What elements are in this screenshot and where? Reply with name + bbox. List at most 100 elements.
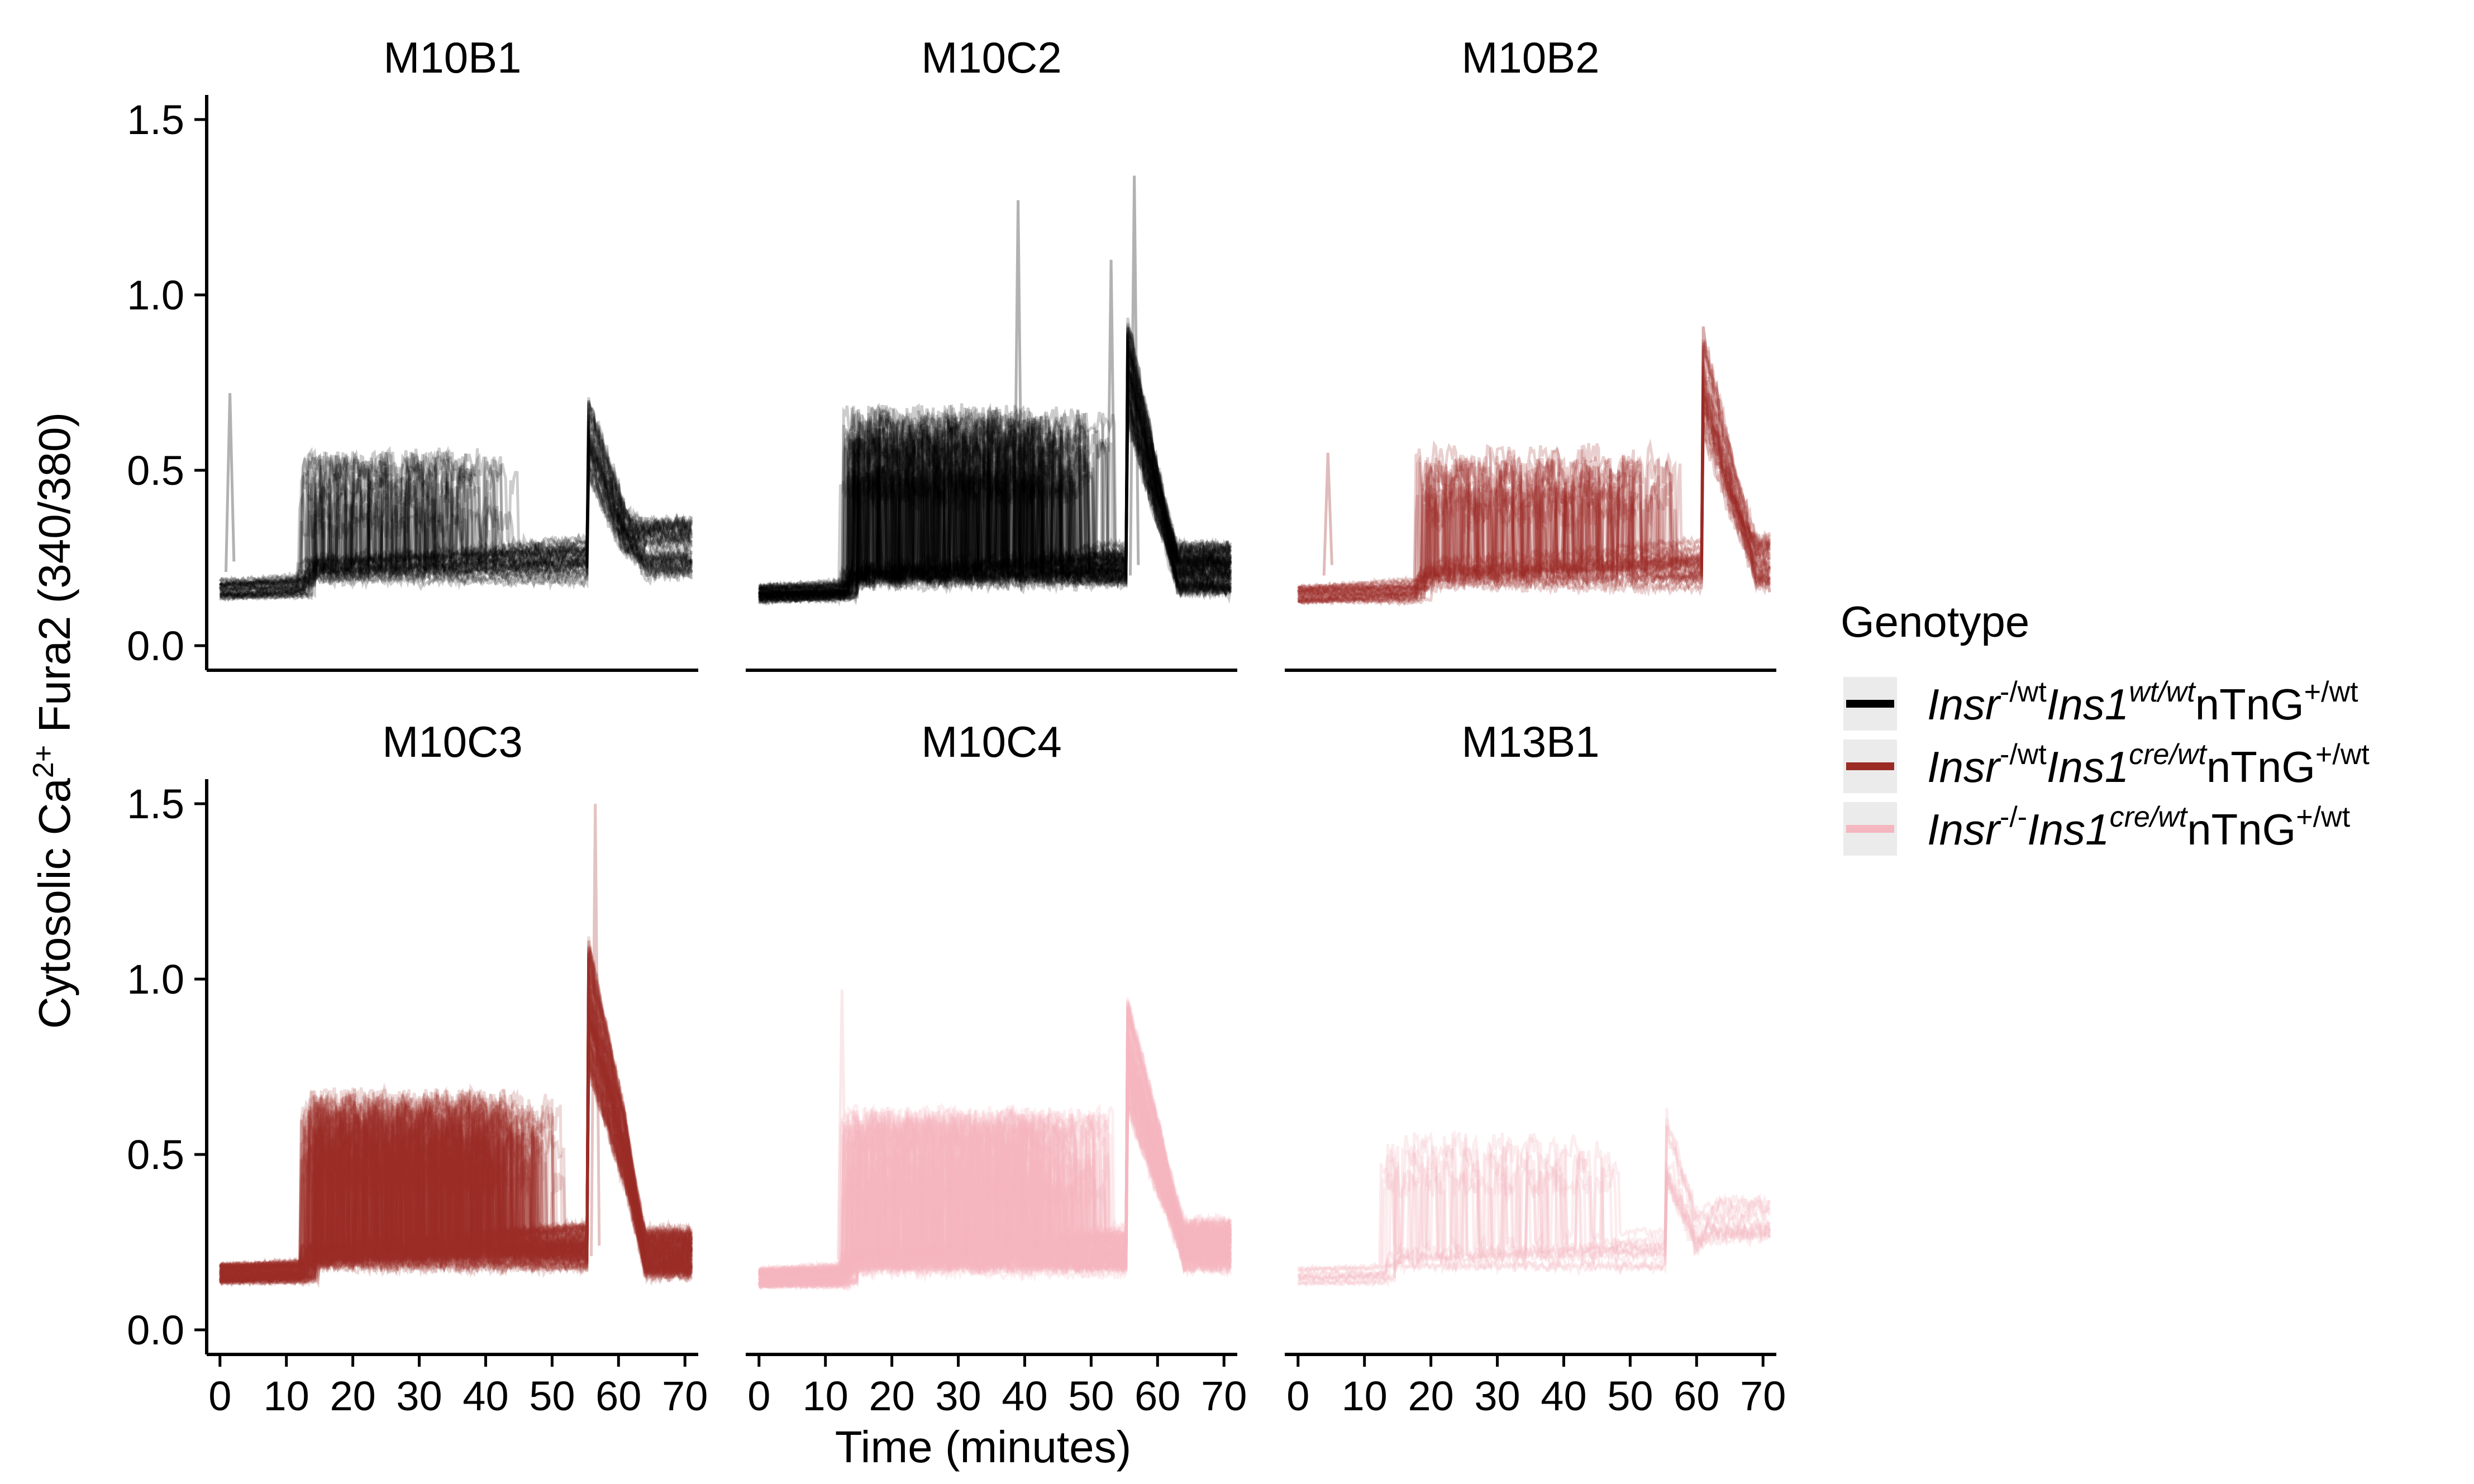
y-tick-label: 0.5 <box>127 1132 184 1178</box>
trace-line <box>219 1040 693 1283</box>
trace-line <box>219 457 693 589</box>
trace-line <box>219 1018 693 1270</box>
x-axis: 0 10 20 30 40 50 60 70 <box>1285 1353 1786 1419</box>
trace-line <box>220 1041 693 1277</box>
x-tick-label: 0 <box>208 1373 231 1419</box>
trace-line <box>757 1065 1232 1278</box>
trace-line <box>1298 376 1770 604</box>
trace-line <box>219 982 693 1270</box>
trace-line <box>219 1038 693 1281</box>
trace-line <box>218 435 692 602</box>
x-tick-label: 30 <box>935 1373 981 1419</box>
trace-line <box>218 446 693 589</box>
trace-line <box>759 1046 1232 1278</box>
trace-line <box>218 1039 693 1273</box>
trace-line <box>218 1052 693 1277</box>
x-tick-label: 70 <box>1201 1373 1247 1419</box>
trace-line <box>218 1057 693 1275</box>
trace-line <box>757 388 1232 594</box>
trace-line <box>218 981 693 1287</box>
trace-line <box>1297 436 1771 594</box>
trace-line <box>1297 326 1771 602</box>
trace-line <box>757 351 1232 598</box>
trace-line <box>219 1053 693 1281</box>
x-tick-label: 10 <box>1342 1373 1388 1419</box>
trace-line <box>219 996 693 1279</box>
trace-line <box>220 402 693 589</box>
panel-title: M10C4 <box>921 717 1061 766</box>
trace-line <box>220 974 693 1273</box>
trace-line <box>219 1043 692 1279</box>
trace-line <box>220 1020 693 1285</box>
trace-line <box>759 327 1232 593</box>
trace-line <box>757 1052 1231 1284</box>
trace-line <box>219 1063 693 1281</box>
x-tick-label: 70 <box>662 1373 708 1419</box>
trace-line <box>1297 389 1770 594</box>
trace-line <box>757 1047 1232 1275</box>
trace-line <box>1297 406 1771 606</box>
trace-line <box>219 972 693 1277</box>
trace-line <box>219 420 693 599</box>
y-tick-label: 1.0 <box>127 272 184 318</box>
trace-line <box>759 326 1231 599</box>
trace-line <box>759 1001 1232 1276</box>
trace-line <box>220 1006 693 1285</box>
trace-line <box>759 1076 1232 1287</box>
trace-line <box>220 1045 693 1271</box>
trace-line <box>1298 422 1771 601</box>
panel-m10b1: M10B1 <box>218 33 693 603</box>
trace-line <box>758 1104 1232 1283</box>
trace-line <box>758 366 1231 600</box>
panel-title: M10C3 <box>382 717 522 766</box>
trace-line <box>758 423 1232 605</box>
trace-line <box>757 330 1232 597</box>
trace-line <box>218 1030 693 1278</box>
trace-line <box>1297 366 1771 602</box>
trace-line <box>759 1080 1232 1278</box>
trace-line <box>757 1063 1232 1278</box>
trace-line <box>757 383 1232 605</box>
trace-line <box>218 1001 693 1279</box>
legend-label: Insr-/wtIns1wt/wtnTnG+/wt <box>1927 676 2358 729</box>
trace-line <box>219 1058 693 1275</box>
trace-line <box>1296 1170 1771 1288</box>
trace-line <box>1296 388 1771 604</box>
trace-line <box>220 451 693 597</box>
trace-line <box>759 1081 1232 1288</box>
y-tick-label: 0.0 <box>127 623 184 669</box>
trace-line <box>759 1067 1232 1277</box>
x-tick-label: 60 <box>595 1373 641 1419</box>
trace-line <box>219 433 693 591</box>
trace-line <box>220 990 693 1280</box>
trace-line <box>218 1022 693 1275</box>
trace-line <box>759 354 1232 597</box>
x-tick-label: 40 <box>1002 1373 1047 1419</box>
trace-line <box>220 463 693 597</box>
trace-line <box>757 377 1232 597</box>
panel-m10c4: M10C4 <box>757 717 1232 1292</box>
trace-line <box>219 971 693 1273</box>
trace-line <box>759 1004 1232 1277</box>
trace-line <box>218 1019 693 1275</box>
trace-line <box>757 327 1232 598</box>
y-axis-title-main: Cytosolic Ca <box>30 778 79 1029</box>
trace-line <box>220 1010 693 1272</box>
trace-line <box>758 370 1232 602</box>
trace-line <box>758 1000 1232 1290</box>
trace-line <box>219 962 692 1280</box>
trace-line <box>219 1025 692 1275</box>
trace-line <box>1298 407 1771 605</box>
trace-line <box>1298 1129 1771 1282</box>
trace-line <box>220 1028 693 1272</box>
x-tick-label: 0 <box>1286 1373 1309 1419</box>
trace-line <box>759 414 1232 591</box>
trace-line <box>758 346 1231 602</box>
panel-m10c3: M10C3 <box>218 717 693 1289</box>
trace-line <box>219 1043 693 1282</box>
trace-line <box>759 1079 1232 1285</box>
trace-line <box>1298 342 1771 598</box>
trace-line <box>759 345 1232 599</box>
trace-line <box>757 400 1232 592</box>
trace-line <box>758 1030 1232 1274</box>
